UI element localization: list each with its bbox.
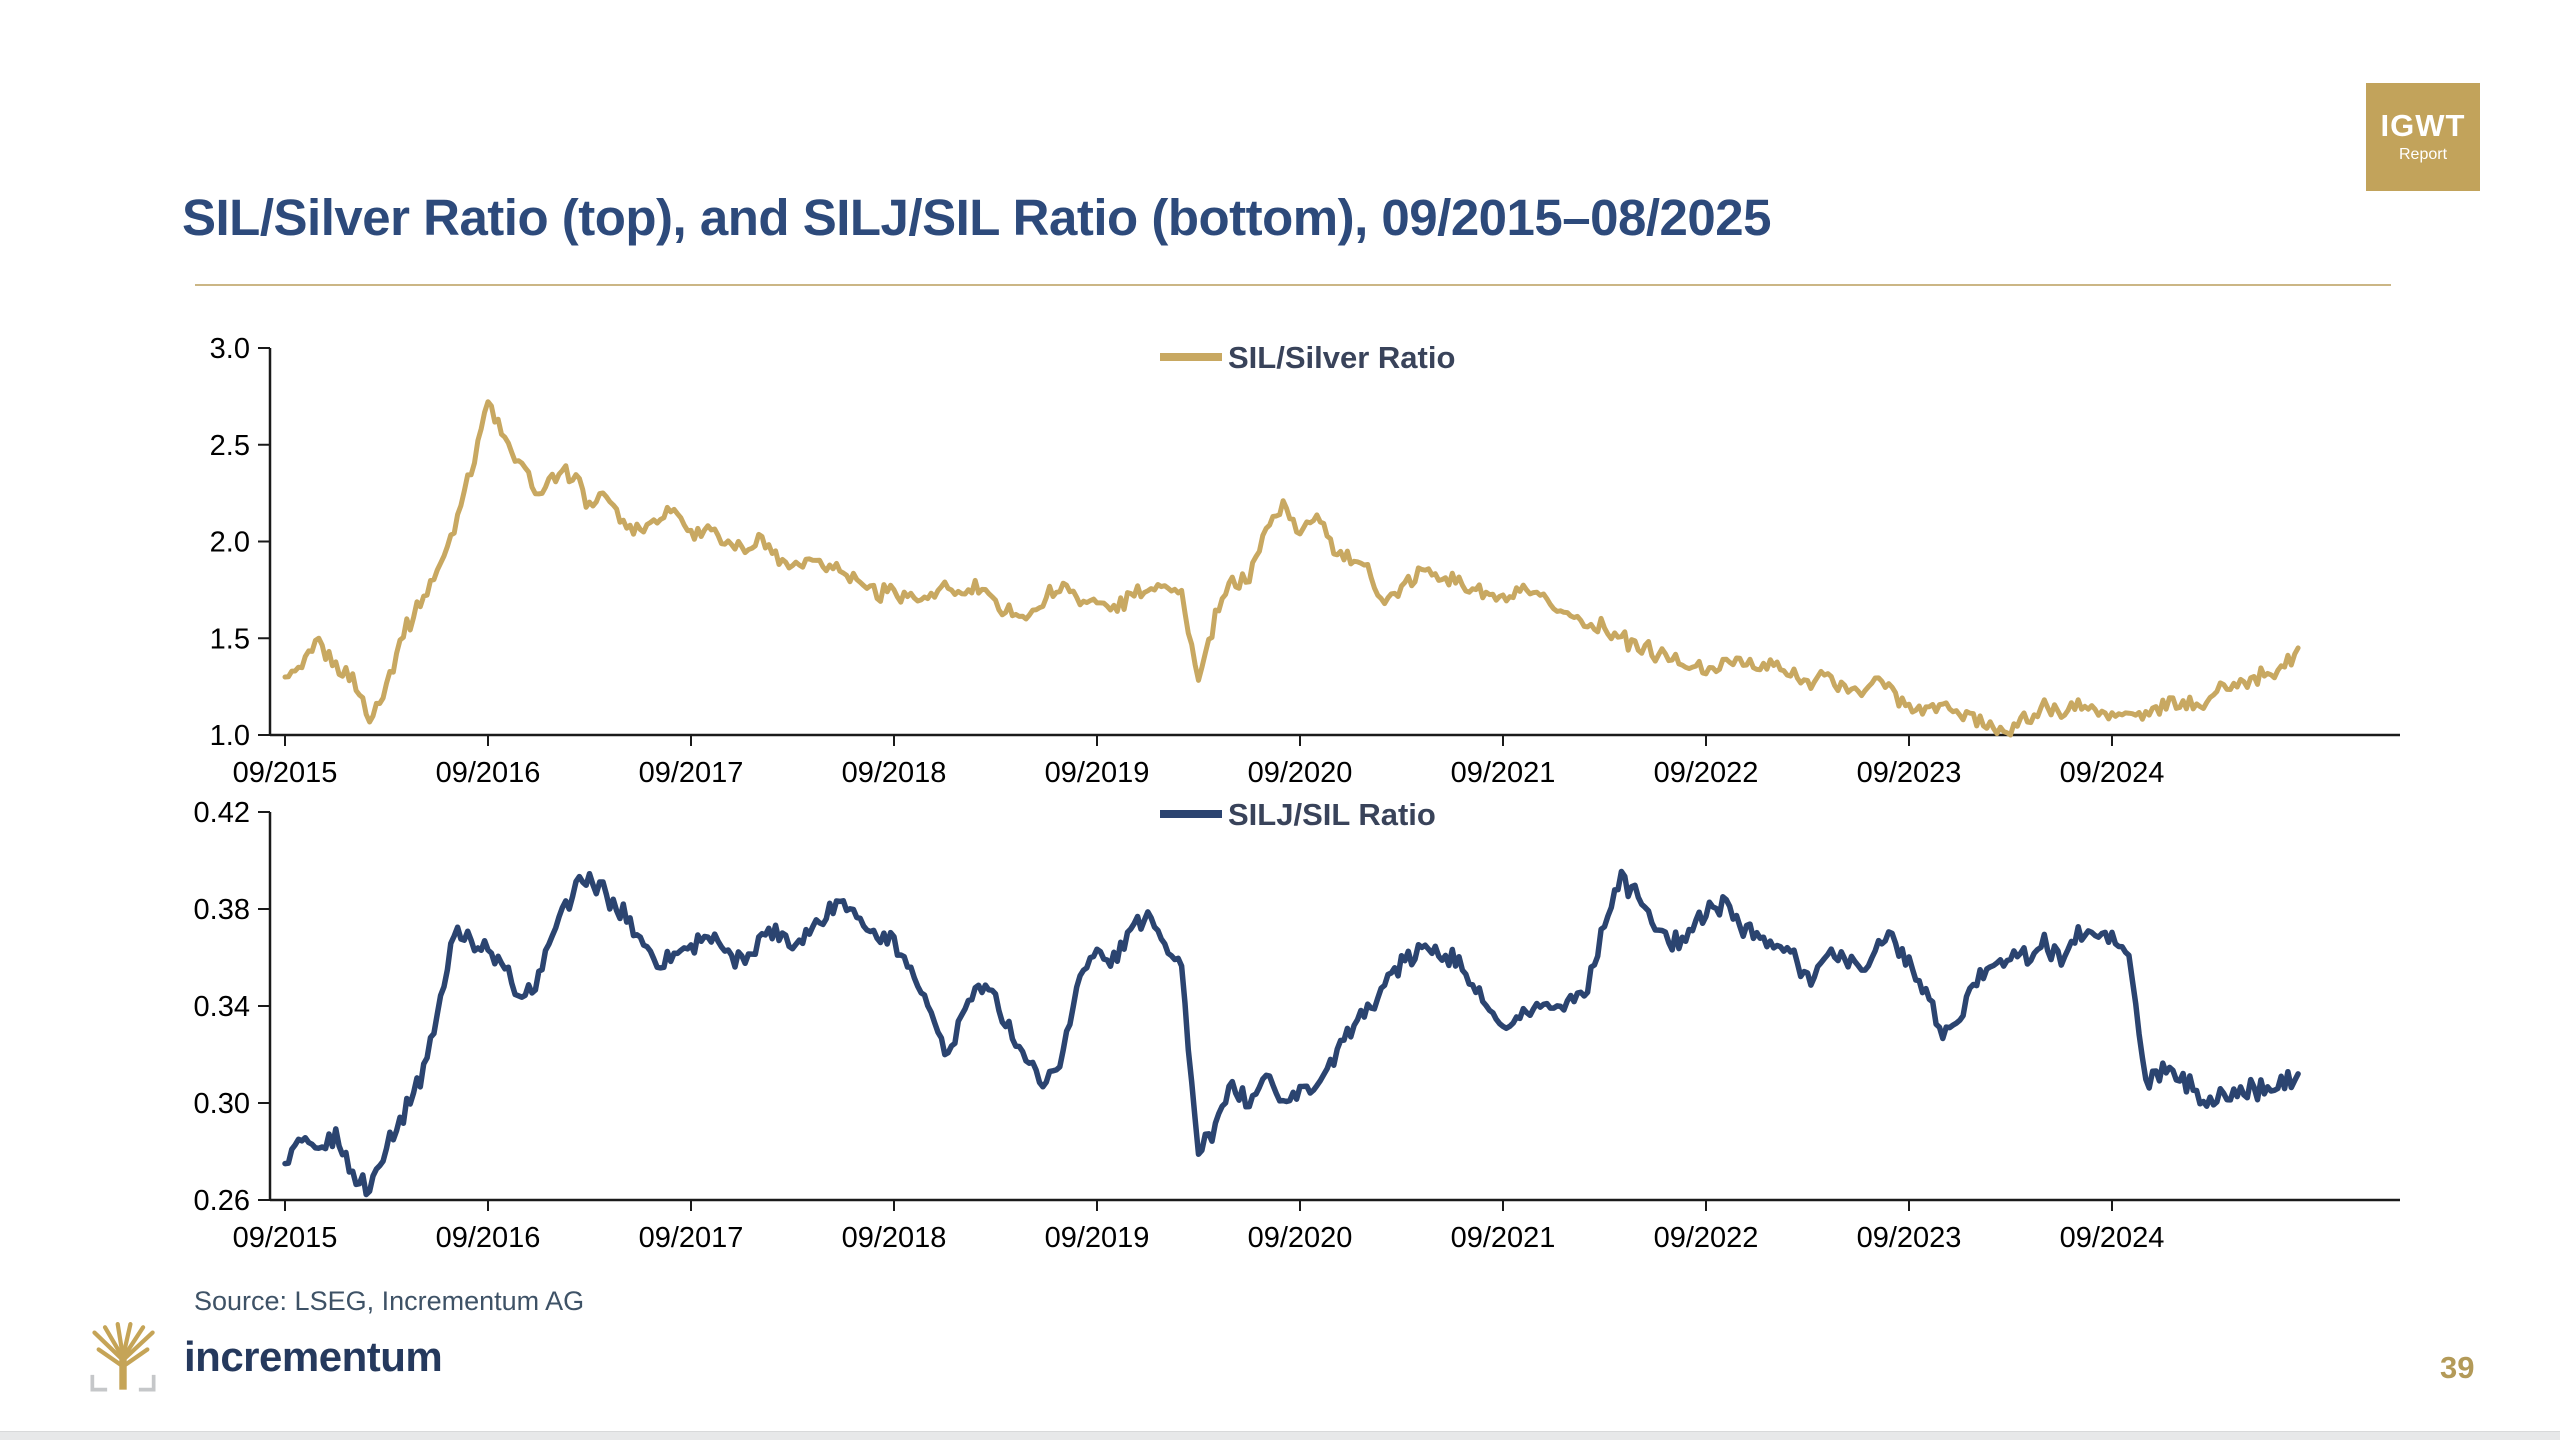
y-tick-label: 0.26: [194, 1185, 250, 1217]
y-tick-label: 0.38: [194, 894, 250, 926]
y-tick-label: 1.0: [210, 720, 250, 752]
x-tick-label: 09/2023: [1857, 1222, 1962, 1254]
x-tick-label: 09/2021: [1451, 757, 1556, 789]
slide-title: SIL/Silver Ratio (top), and SILJ/SIL Rat…: [182, 189, 1772, 246]
incrementum-logo: incrementum: [86, 1322, 443, 1396]
x-tick-label: 09/2024: [2060, 1222, 2165, 1254]
tree-icon: [90, 1322, 156, 1392]
bottom-strip: [0, 1431, 2560, 1440]
x-tick-label: 09/2015: [233, 1222, 338, 1254]
y-tick-label: 3.0: [210, 333, 250, 365]
x-tick-label: 09/2020: [1248, 757, 1353, 789]
x-tick-label: 09/2019: [1045, 1222, 1150, 1254]
y-tick-label: 0.30: [194, 1088, 250, 1120]
title-divider: [195, 284, 2391, 286]
x-tick-label: 09/2018: [842, 1222, 947, 1254]
x-tick-label: 09/2022: [1654, 1222, 1759, 1254]
x-tick-label: 09/2022: [1654, 757, 1759, 789]
x-tick-label: 09/2018: [842, 757, 947, 789]
chart-sil-silver: 3.0 2.5 2.0 1.5 1.0 09/2015 09/2016 09/2017 09/2…: [210, 333, 2400, 789]
series-line: [282, 399, 2301, 738]
x-tick-label: 09/2015: [233, 757, 338, 789]
y-tick-label: 0.42: [194, 797, 250, 829]
y-tick-label: 1.5: [210, 623, 250, 655]
igwt-report-logo: IGWT Report: [2366, 83, 2480, 191]
x-tick-label: 09/2019: [1045, 757, 1150, 789]
igwt-logo-subtext: Report: [2398, 145, 2448, 163]
x-tick-label: 09/2016: [436, 757, 541, 789]
x-tick-label: 09/2016: [436, 1222, 541, 1254]
igwt-logo-text: IGWT: [2380, 108, 2466, 144]
y-tick-label: 2.5: [210, 430, 250, 462]
x-tick-label: 09/2023: [1857, 757, 1962, 789]
series-line: [282, 868, 2301, 1198]
x-tick-label: 09/2024: [2060, 757, 2165, 789]
x-tick-label: 09/2017: [639, 1222, 744, 1254]
y-tick-label: 0.34: [194, 991, 250, 1023]
source-caption: Source: LSEG, Incrementum AG: [194, 1286, 585, 1316]
chart-silj-sil: 0.42 0.38 0.34 0.30 0.26 09/2015 09/2016 09/201…: [194, 797, 2400, 1254]
x-tick-label: 09/2017: [639, 757, 744, 789]
legend-label: SILJ/SIL Ratio: [1228, 797, 1436, 832]
legend-label: SIL/Silver Ratio: [1228, 340, 1455, 375]
y-tick-label: 2.0: [210, 527, 250, 559]
x-tick-label: 09/2020: [1248, 1222, 1353, 1254]
page-number: 39: [2440, 1350, 2475, 1385]
x-tick-label: 09/2021: [1451, 1222, 1556, 1254]
incrementum-wordmark: incrementum: [184, 1333, 443, 1380]
